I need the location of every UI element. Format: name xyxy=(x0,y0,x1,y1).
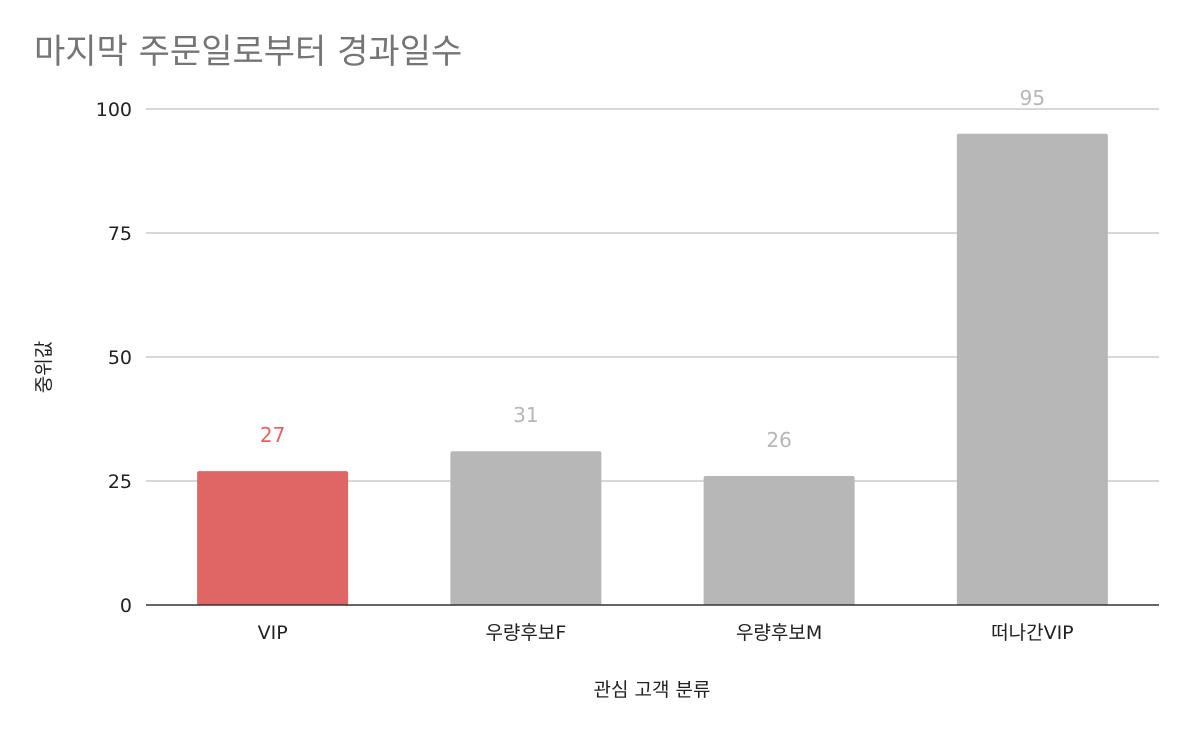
y-tick-label: 50 xyxy=(108,347,132,369)
x-tick-label: 우량후보M xyxy=(736,622,822,644)
bar xyxy=(956,133,1108,606)
y-tick-label: 25 xyxy=(108,471,132,493)
x-tick-labels: VIP 우량후보F 우량후보M 떠나간VIP xyxy=(258,622,1074,644)
data-label: 31 xyxy=(513,403,538,427)
bar xyxy=(450,451,602,605)
y-tick-label: 100 xyxy=(96,99,132,121)
data-label: 95 xyxy=(1020,86,1045,110)
x-axis-label: 관심 고객 분류 xyxy=(594,679,711,701)
y-tick-label: 75 xyxy=(108,223,132,245)
data-labels: 27 31 26 95 xyxy=(260,86,1045,452)
data-label: 26 xyxy=(766,428,791,452)
x-tick-label: 우량후보F xyxy=(485,622,566,644)
y-axis-label: 중위값 xyxy=(33,341,55,393)
y-tick-labels: 0 25 50 75 100 xyxy=(96,99,132,617)
x-tick-label: VIP xyxy=(258,622,288,644)
bar xyxy=(703,476,855,605)
data-label: 27 xyxy=(260,423,285,447)
x-tick-label: 떠나간VIP xyxy=(991,622,1074,644)
chart-title: 마지막 주문일로부터 경과일수 xyxy=(34,32,462,72)
bars xyxy=(197,133,1108,606)
bar xyxy=(197,471,349,605)
y-tick-label: 0 xyxy=(120,595,132,617)
